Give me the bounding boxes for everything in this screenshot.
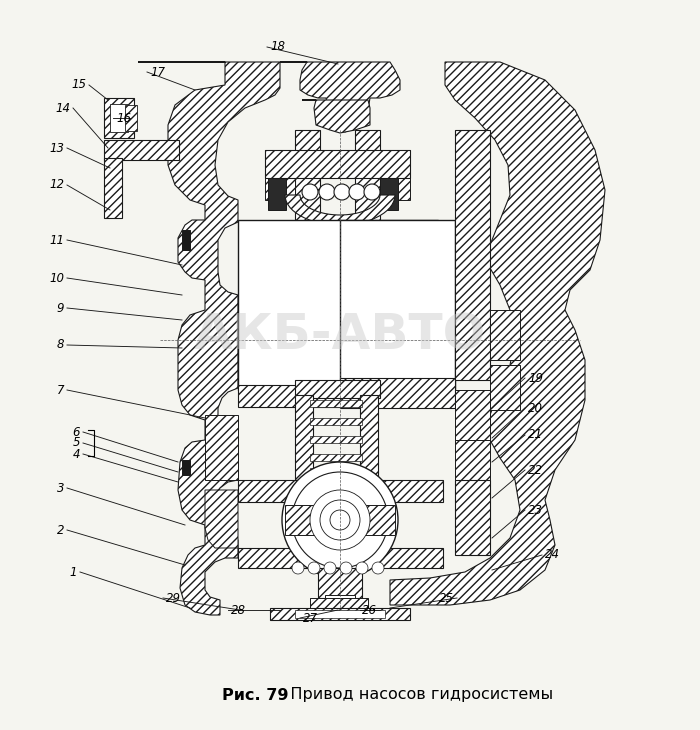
Text: 20: 20	[528, 402, 543, 415]
Bar	[360, 395, 378, 480]
Bar	[295, 395, 313, 480]
Bar	[104, 140, 179, 160]
Bar	[318, 568, 362, 598]
Text: 4: 4	[73, 447, 80, 461]
Text: 25: 25	[439, 591, 454, 604]
Polygon shape	[280, 62, 400, 132]
Circle shape	[320, 500, 360, 540]
Bar	[295, 380, 380, 398]
Bar	[355, 130, 380, 380]
Text: 27: 27	[303, 612, 318, 624]
Polygon shape	[390, 62, 605, 605]
Circle shape	[330, 510, 350, 530]
Circle shape	[372, 562, 384, 574]
Text: 2: 2	[57, 523, 64, 537]
Bar	[295, 130, 320, 380]
Circle shape	[324, 562, 336, 574]
Circle shape	[292, 472, 388, 568]
Bar	[310, 418, 362, 425]
Bar	[182, 460, 190, 475]
Text: 28: 28	[231, 604, 246, 617]
Bar	[310, 468, 362, 475]
Text: 7: 7	[57, 383, 64, 396]
Bar	[285, 505, 395, 535]
Text: 5: 5	[73, 437, 80, 450]
Circle shape	[349, 184, 365, 200]
Text: 14: 14	[55, 101, 70, 115]
Circle shape	[340, 562, 352, 574]
Bar	[104, 98, 134, 138]
Text: 19: 19	[528, 372, 543, 385]
Circle shape	[319, 184, 335, 200]
Bar	[265, 150, 410, 178]
Text: 13: 13	[49, 142, 64, 155]
Polygon shape	[455, 440, 490, 480]
Circle shape	[364, 184, 380, 200]
Bar	[238, 548, 443, 568]
Text: 3: 3	[57, 482, 64, 494]
Bar	[455, 130, 490, 380]
Text: 8: 8	[57, 339, 64, 352]
Text: 15: 15	[71, 79, 86, 91]
Polygon shape	[455, 390, 490, 440]
Text: 23: 23	[528, 504, 543, 517]
Bar	[380, 178, 398, 210]
Bar	[238, 385, 443, 407]
Text: 29: 29	[166, 591, 181, 604]
Bar	[310, 436, 362, 443]
Text: 1: 1	[69, 566, 77, 578]
Bar	[238, 480, 443, 502]
Circle shape	[302, 184, 318, 200]
Text: 26: 26	[362, 604, 377, 617]
Text: 16: 16	[116, 112, 131, 125]
Bar	[270, 608, 410, 620]
Circle shape	[334, 184, 350, 200]
Text: 12: 12	[49, 179, 64, 191]
Circle shape	[308, 562, 320, 574]
Text: 17: 17	[150, 66, 165, 79]
Polygon shape	[302, 100, 370, 133]
Polygon shape	[205, 415, 238, 480]
Text: 9: 9	[57, 301, 64, 315]
Bar	[325, 595, 355, 607]
Text: 6: 6	[73, 426, 80, 439]
Polygon shape	[380, 150, 410, 200]
Text: 18: 18	[270, 40, 285, 53]
Polygon shape	[205, 490, 238, 548]
Circle shape	[356, 562, 368, 574]
Circle shape	[282, 462, 398, 578]
Bar	[340, 378, 455, 408]
Polygon shape	[265, 150, 295, 200]
Circle shape	[310, 490, 370, 550]
Bar	[182, 230, 190, 250]
Polygon shape	[490, 365, 520, 410]
Text: АКБ-АВТО: АКБ-АВТО	[194, 311, 486, 359]
Text: Рис. 79: Рис. 79	[222, 688, 288, 702]
Text: 21: 21	[528, 429, 543, 442]
Bar	[310, 598, 368, 610]
Bar	[340, 220, 455, 390]
Text: 24: 24	[545, 548, 560, 561]
Bar	[104, 158, 122, 218]
Text: 11: 11	[49, 234, 64, 247]
Text: Привод насосов гидросистемы: Привод насосов гидросистемы	[275, 688, 553, 702]
Bar	[310, 400, 362, 407]
Bar	[310, 454, 362, 461]
Bar	[238, 220, 438, 390]
Bar	[455, 480, 490, 555]
Polygon shape	[285, 195, 395, 225]
Text: 22: 22	[528, 464, 543, 477]
Bar	[268, 178, 286, 210]
Bar	[110, 104, 128, 132]
Bar	[295, 610, 385, 618]
Polygon shape	[490, 310, 520, 360]
Polygon shape	[138, 62, 280, 615]
Circle shape	[292, 562, 304, 574]
Text: 10: 10	[49, 272, 64, 285]
Bar	[125, 105, 137, 131]
